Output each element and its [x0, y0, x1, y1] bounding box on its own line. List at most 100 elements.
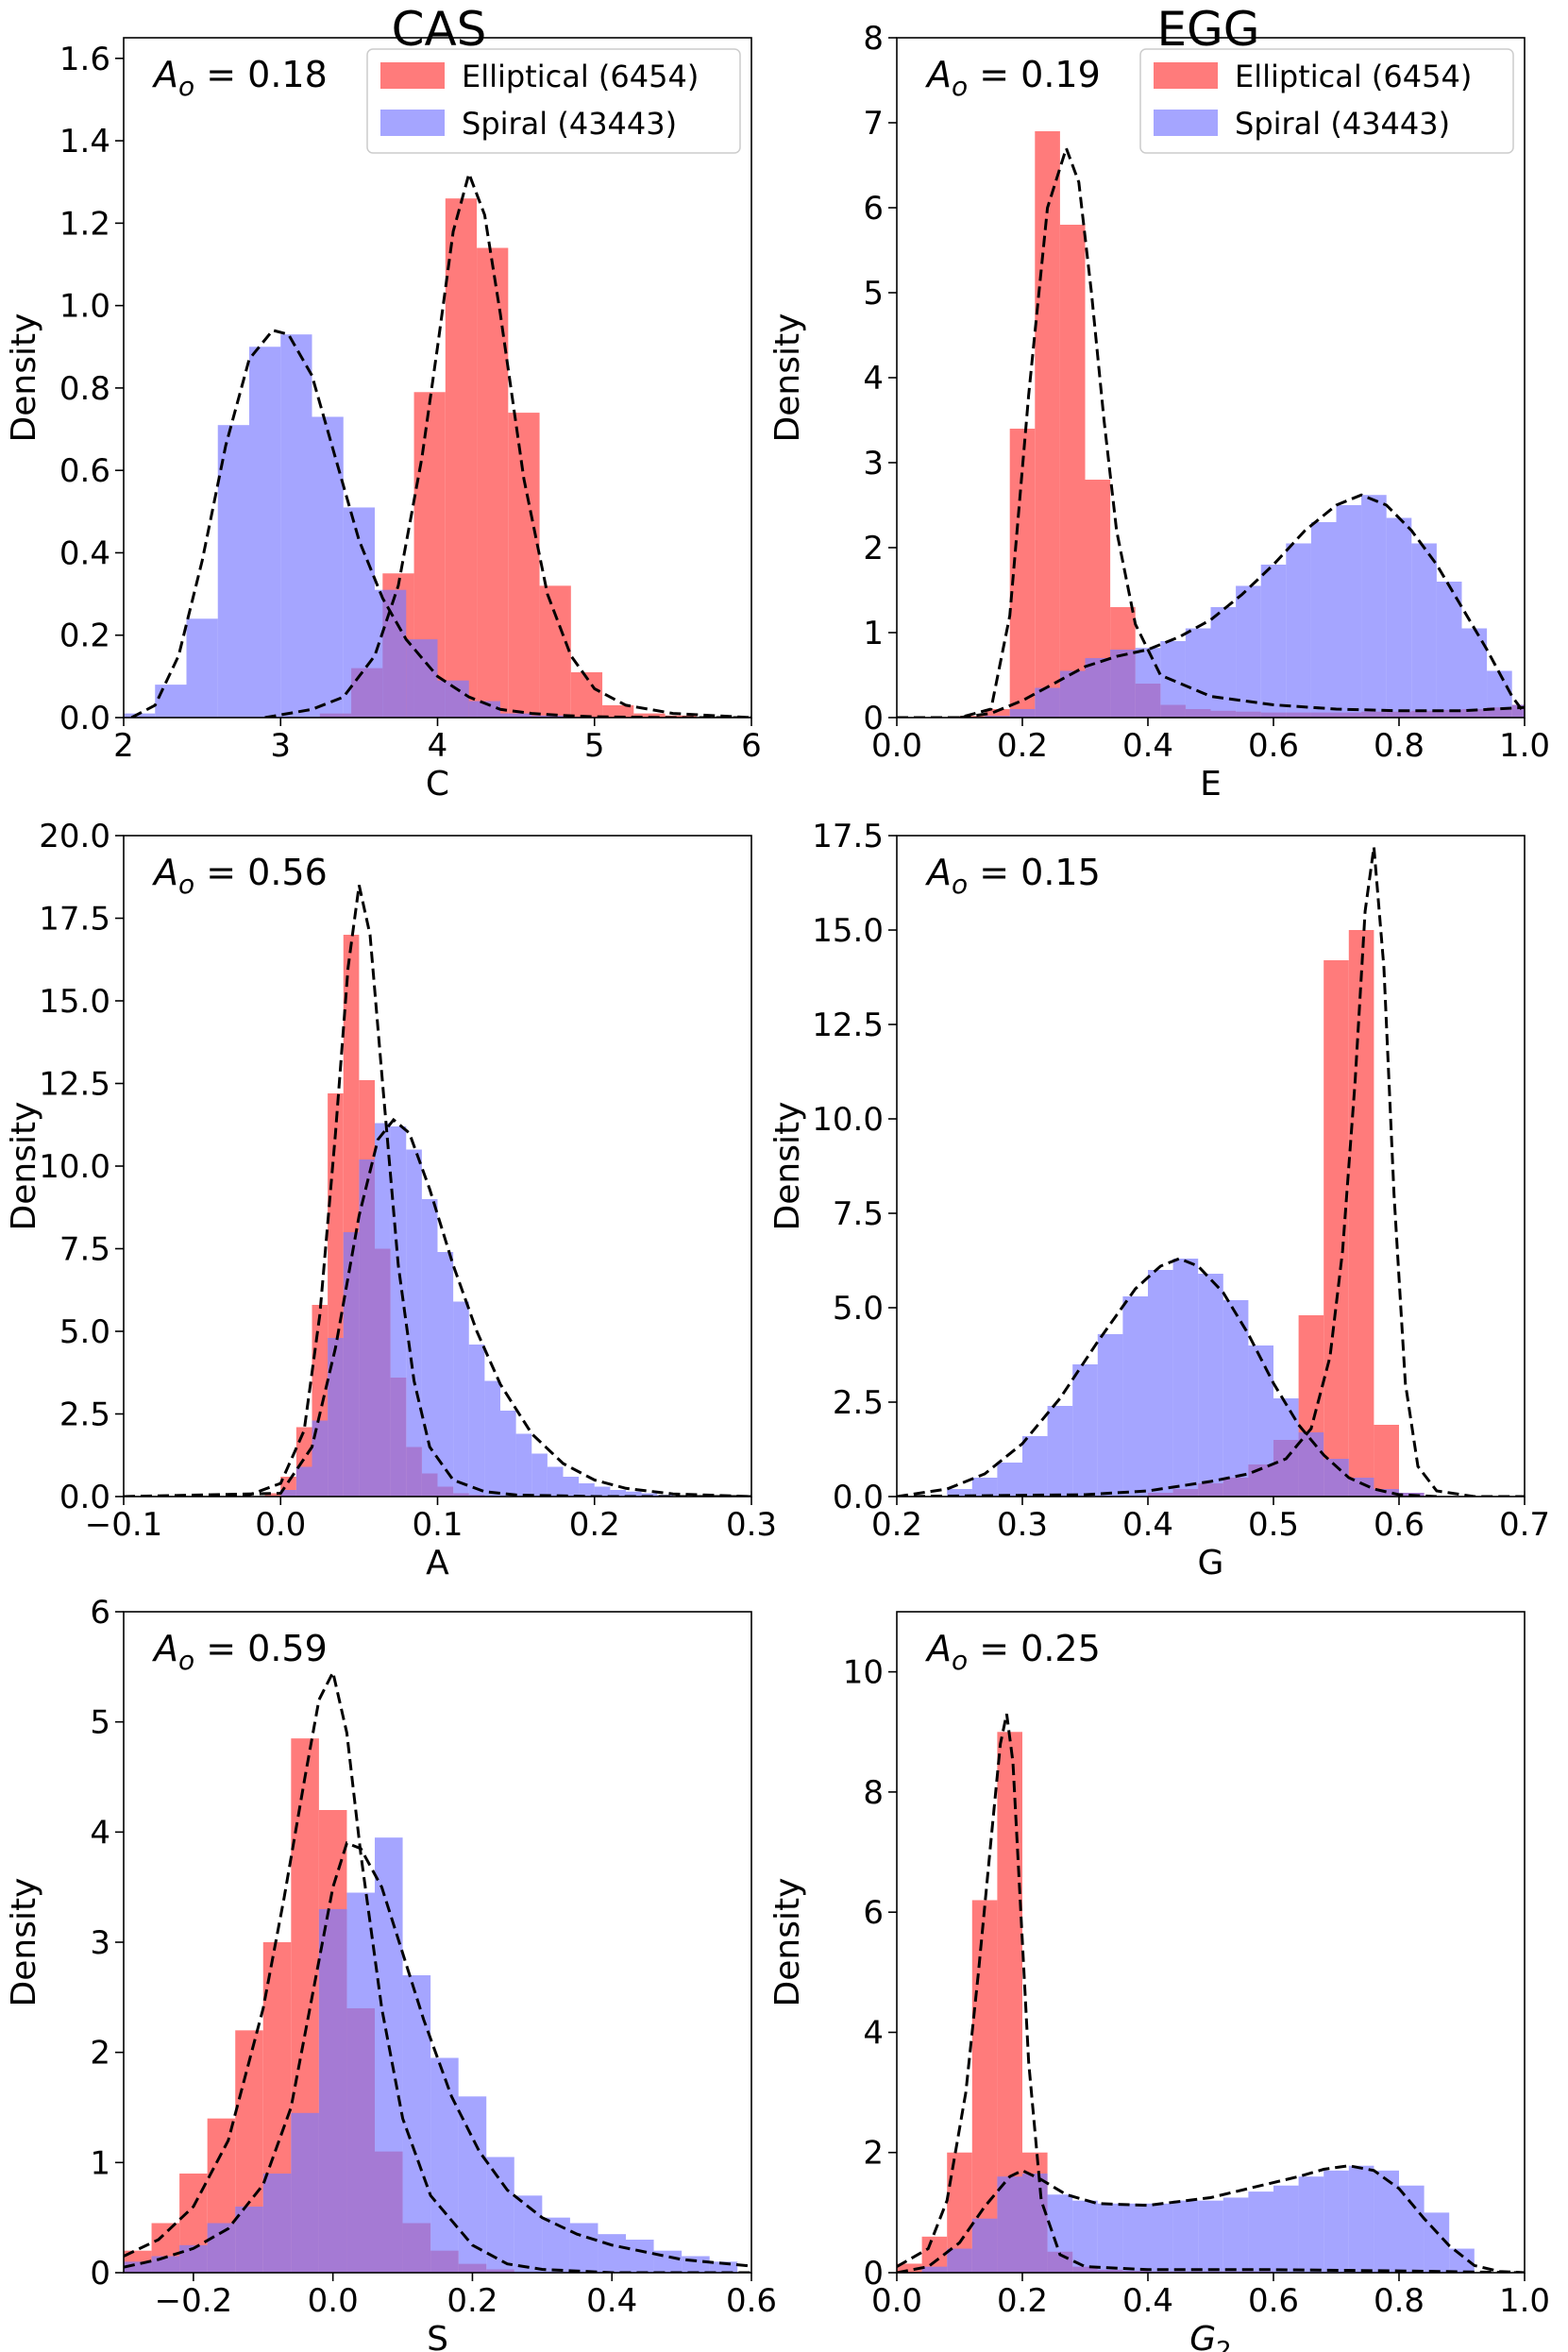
- y-tick-label: 2: [863, 530, 884, 567]
- histogram-bar: [1072, 1364, 1098, 1497]
- histogram-bar: [1248, 1345, 1273, 1497]
- y-tick-label: 7.5: [833, 1195, 884, 1233]
- y-tick-label: 10: [843, 1654, 884, 1692]
- histogram-bar: [1059, 225, 1086, 718]
- histogram-bar: [971, 2218, 998, 2273]
- histogram-bar: [1210, 607, 1237, 718]
- histogram-bar: [453, 1301, 469, 1497]
- histogram-bar: [598, 2234, 626, 2273]
- histogram-bar: [1097, 2203, 1123, 2273]
- y-axis-label: Density: [5, 1878, 43, 2007]
- legend-label-spiral: Spiral (43443): [462, 106, 677, 142]
- histogram-bar: [1348, 1478, 1374, 1497]
- histogram-bar: [124, 713, 156, 718]
- kde-curve-spiral: [897, 1257, 1437, 1497]
- plot-area: [897, 1713, 1525, 2273]
- legend-swatch-elliptical: [1154, 62, 1218, 89]
- histogram-bar: [1185, 628, 1211, 718]
- legend-box: [1139, 48, 1514, 154]
- histogram-bar: [235, 2207, 263, 2273]
- y-tick-label: 0.0: [59, 1479, 110, 1516]
- x-tick-label: 5: [584, 727, 605, 765]
- histogram-bar: [477, 247, 509, 718]
- plot-area: [124, 885, 751, 1497]
- kde-curve-spiral: [124, 1117, 751, 1497]
- histogram-bar: [579, 1483, 595, 1497]
- x-tick-label: 0.2: [871, 1506, 922, 1544]
- kde-curve-spiral: [130, 329, 751, 718]
- histogram-bar: [155, 685, 187, 718]
- histogram-bar: [1436, 582, 1462, 718]
- y-tick-label: 1.2: [59, 205, 110, 243]
- legend-swatch-elliptical: [380, 62, 445, 89]
- x-tick-label: 2: [113, 727, 134, 765]
- histogram-bar: [542, 2217, 570, 2273]
- histogram-bar: [458, 2096, 487, 2273]
- series-spiral-bars: [985, 495, 1525, 718]
- histogram-bar: [468, 1345, 485, 1497]
- histogram-bar: [1348, 2165, 1374, 2273]
- histogram-bar: [468, 701, 500, 718]
- y-tick-label: 1: [863, 615, 884, 652]
- y-tick-label: 15.0: [812, 912, 884, 950]
- histogram-bar: [1374, 1425, 1399, 1497]
- histogram-bar: [508, 413, 540, 718]
- histogram-bar: [375, 1837, 403, 2273]
- chart-panel-4: −0.2 0.0 0.2 0.4 0.6 0 1 2 3 4 5 6 S Density Ao = 0.59: [5, 1594, 777, 2352]
- x-tick-label: 0.3: [997, 1506, 1048, 1544]
- y-tick-label: 1.6: [59, 41, 110, 78]
- histogram-bar: [500, 1411, 516, 1497]
- x-tick-label: 0.8: [1374, 727, 1425, 765]
- x-tick-label: 6: [741, 727, 762, 765]
- y-tick-label: 10.0: [812, 1101, 884, 1139]
- y-tick-label: 0.4: [59, 534, 110, 572]
- histogram-bar: [430, 2057, 459, 2273]
- histogram-bar: [1374, 2170, 1399, 2273]
- y-tick-label: 12.5: [812, 1007, 884, 1044]
- histogram-bar: [1009, 429, 1036, 718]
- histogram-bar: [539, 585, 571, 718]
- histogram-bar: [1222, 2197, 1249, 2273]
- x-tick-label: 0.0: [871, 2282, 922, 2320]
- y-tick-label: 2.5: [59, 1396, 110, 1434]
- series-spiral-bars: [124, 334, 595, 718]
- x-tick-label: 0.0: [308, 2282, 359, 2320]
- chart-panel-2: −0.1 0.0 0.1 0.2 0.30.02.55.07.510.012.515.0…: [5, 818, 777, 1582]
- histogram-bar: [1411, 543, 1437, 718]
- histogram-bar: [445, 198, 478, 718]
- histogram-bar: [264, 1493, 281, 1497]
- y-axis-label: Density: [768, 1102, 807, 1231]
- histogram-bar: [709, 2261, 738, 2273]
- y-tick-label: 20.0: [39, 818, 110, 855]
- histogram-bar: [947, 2248, 972, 2273]
- histogram-bar: [186, 618, 218, 718]
- plot-area: [897, 131, 1525, 718]
- histogram-bar: [921, 2236, 948, 2273]
- histogram-bar: [1361, 495, 1387, 718]
- y-tick-label: 0.8: [59, 370, 110, 408]
- kde-curve-elliptical: [124, 885, 751, 1497]
- y-tick-label: 0: [863, 700, 884, 737]
- histogram-bar: [217, 425, 249, 718]
- x-tick-label: 4: [428, 727, 448, 765]
- series-spiral-bars: [921, 2165, 1475, 2273]
- y-tick-label: 10.0: [39, 1148, 110, 1186]
- histogram-bar: [124, 2261, 152, 2273]
- y-axis-label: Density: [5, 1102, 43, 1231]
- histogram-bar: [1022, 1436, 1048, 1497]
- column-title-cas: CAS: [392, 2, 487, 57]
- histogram-bar: [402, 1975, 431, 2273]
- histogram-bar: [971, 1900, 998, 2273]
- histogram-bar: [1336, 505, 1362, 718]
- histogram-bar: [1009, 709, 1036, 718]
- legend-box: [366, 48, 741, 154]
- y-axis-label: Density: [768, 1878, 807, 2007]
- histogram-bar: [641, 1493, 658, 1497]
- kde-curve-elliptical: [124, 1667, 751, 2273]
- y-tick-label: 0.0: [833, 1479, 884, 1516]
- y-tick-label: 8: [863, 20, 884, 58]
- x-tick-label: 0.6: [1248, 2282, 1299, 2320]
- histogram-bar: [406, 1149, 422, 1497]
- y-tick-label: 0.6: [59, 452, 110, 490]
